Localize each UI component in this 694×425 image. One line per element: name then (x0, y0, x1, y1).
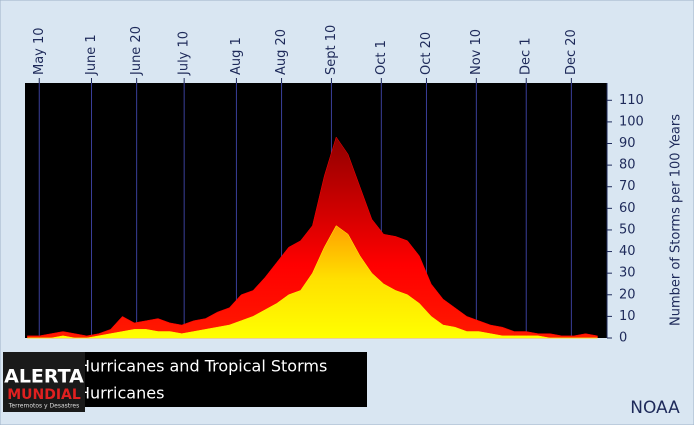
x-tick-label: Oct 20 (419, 32, 434, 75)
x-tick-label: Sept 10 (324, 25, 339, 75)
watermark-box (3, 352, 85, 412)
x-tick-label: Dec 20 (564, 29, 579, 75)
y-tick-label: 10 (619, 309, 636, 324)
x-tick-label: Aug 20 (274, 29, 289, 75)
legend-label: Hurricanes and Tropical Storms (78, 357, 327, 376)
y-tick-label: 50 (619, 222, 636, 237)
source: NOAA (630, 398, 680, 418)
x-tick-label: Nov 10 (469, 29, 484, 75)
x-tick-label: Aug 1 (229, 37, 244, 75)
y-tick-label: 70 (619, 179, 636, 194)
y-tick-label: 100 (619, 114, 644, 129)
x-tick-label: June 1 (84, 34, 99, 76)
x-tick-label: May 10 (32, 27, 47, 75)
area (27, 225, 598, 339)
y-tick-label: 90 (619, 136, 636, 151)
y-tick-label: 110 (619, 93, 644, 108)
y-axis-label: Number of Storms per 100 Years (669, 114, 684, 326)
x-tick-label: July 10 (177, 31, 192, 76)
x-tick-label: Dec 1 (519, 37, 534, 75)
watermark-line: MUNDIAL (7, 387, 81, 403)
y-tick-label: 60 (619, 201, 636, 216)
y-tick-label: 0 (619, 331, 627, 346)
y-tick-label: 20 (619, 287, 636, 302)
x-tick-label: June 20 (129, 26, 144, 76)
watermark-line: ALERTA (4, 366, 84, 388)
y-tick-label: 30 (619, 266, 636, 281)
y-tick-label: 40 (619, 244, 636, 259)
y-tick-label: 80 (619, 158, 636, 173)
x-tick-label: Oct 1 (374, 40, 389, 75)
watermark-line: Terremotos y Desastres (8, 403, 80, 410)
area (27, 136, 598, 339)
legend-label: Hurricanes (78, 384, 164, 403)
watermark: ALERTA MUNDIAL Terremotos y Desastres (3, 352, 85, 412)
